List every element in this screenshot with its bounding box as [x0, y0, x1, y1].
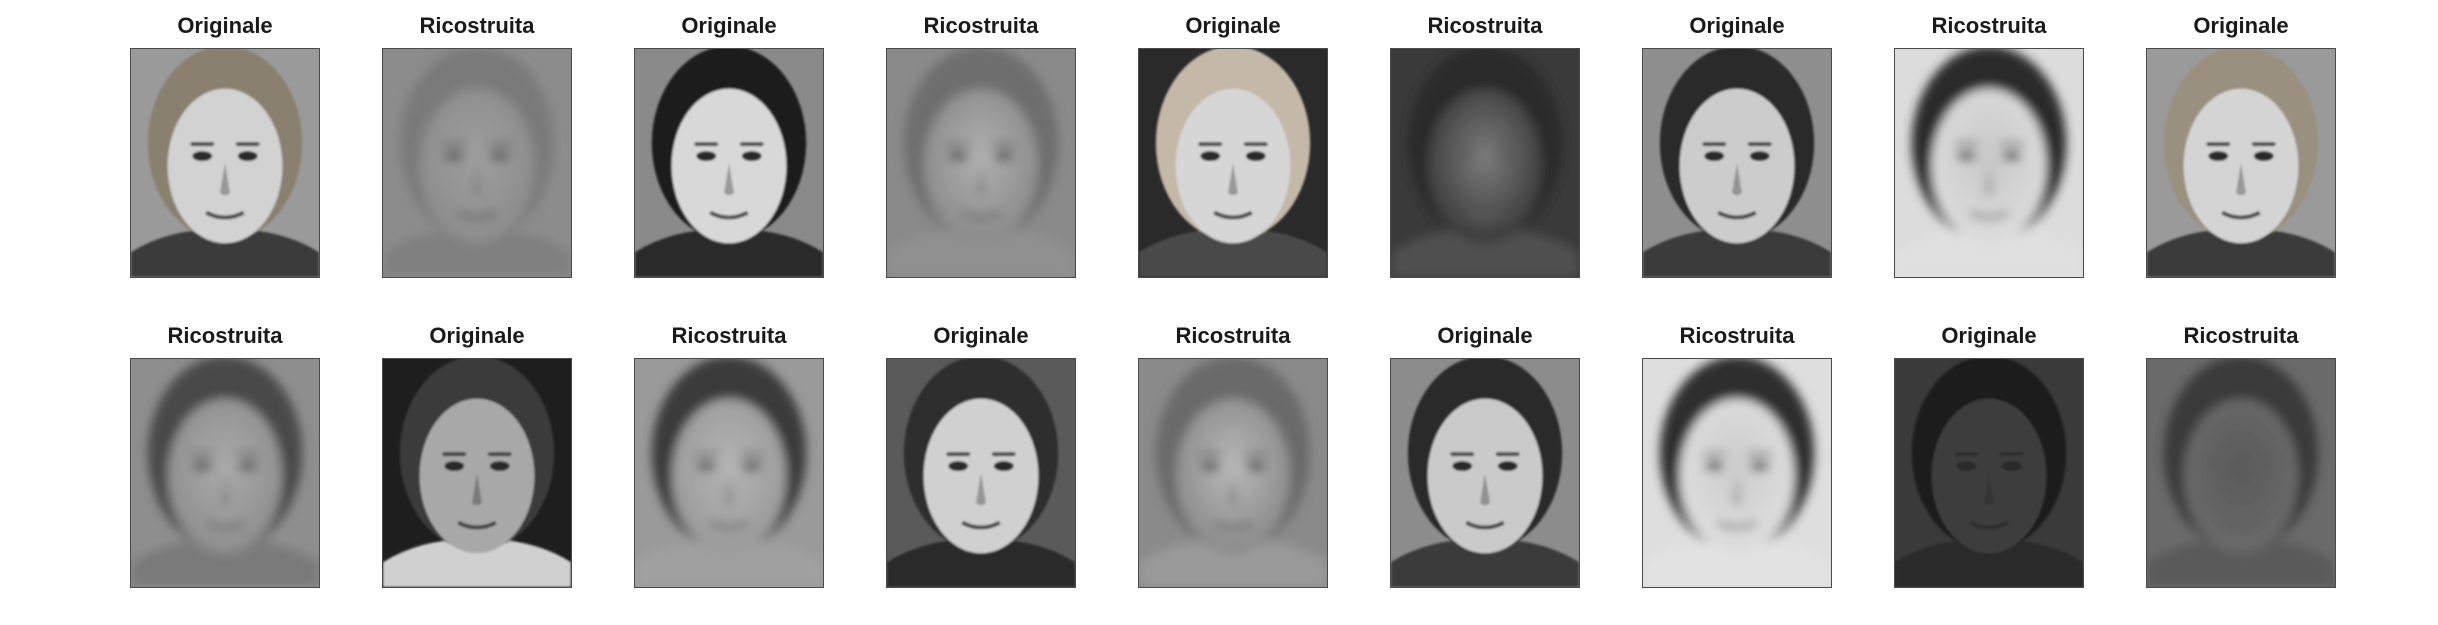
original-face-image — [130, 48, 320, 278]
reconstructed-face-image — [1138, 358, 1328, 588]
face-panel: Originale — [1390, 320, 1580, 590]
face-panel: Ricostruita — [1642, 320, 1832, 590]
original-face-image — [382, 358, 572, 588]
panel-title: Originale — [429, 323, 525, 348]
panel-title: Ricostruita — [671, 323, 787, 348]
panel-title: Originale — [177, 13, 273, 38]
panel-title: Ricostruita — [1931, 13, 2047, 38]
reconstructed-face-image — [2146, 358, 2336, 588]
original-face-image — [2146, 48, 2336, 278]
panel-title: Ricostruita — [923, 13, 1039, 38]
face-panel: Originale — [1894, 320, 2084, 590]
face-panel: Originale — [130, 10, 320, 280]
reconstructed-face-image — [1390, 48, 1580, 278]
face-panel: Ricostruita — [886, 10, 1076, 280]
panel-title: Originale — [1689, 13, 1785, 38]
original-face-image — [634, 48, 824, 278]
reconstructed-face-image — [382, 48, 572, 278]
panel-title: Originale — [1941, 323, 2037, 348]
reconstructed-face-image — [886, 48, 1076, 278]
original-face-image — [1390, 358, 1580, 588]
reconstructed-face-image — [1642, 358, 1832, 588]
panel-title: Ricostruita — [419, 13, 535, 38]
panel-title: Ricostruita — [1427, 13, 1543, 38]
panel-title: Ricostruita — [1679, 323, 1795, 348]
face-panel: Originale — [634, 10, 824, 280]
panel-title: Ricostruita — [2183, 323, 2299, 348]
face-panel: Originale — [382, 320, 572, 590]
face-panel: Originale — [1138, 10, 1328, 280]
face-panel: Originale — [886, 320, 1076, 590]
original-face-image — [1642, 48, 1832, 278]
panel-title: Originale — [933, 323, 1029, 348]
original-face-image — [886, 358, 1076, 588]
original-face-image — [1894, 358, 2084, 588]
face-panel: Originale — [2146, 10, 2336, 280]
face-panel: Ricostruita — [634, 320, 824, 590]
face-panel: Ricostruita — [2146, 320, 2336, 590]
reconstructed-face-image — [130, 358, 320, 588]
panel-title: Ricostruita — [1175, 323, 1291, 348]
panel-title: Originale — [2193, 13, 2289, 38]
reconstructed-face-image — [634, 358, 824, 588]
face-panel: Ricostruita — [1894, 10, 2084, 280]
face-panel: Ricostruita — [382, 10, 572, 280]
face-panel: Originale — [1642, 10, 1832, 280]
panel-title: Originale — [681, 13, 777, 38]
face-panel: Ricostruita — [1138, 320, 1328, 590]
original-face-image — [1138, 48, 1328, 278]
panel-title: Originale — [1437, 323, 1533, 348]
reconstructed-face-image — [1894, 48, 2084, 278]
face-panel: Ricostruita — [130, 320, 320, 590]
panel-title: Ricostruita — [167, 323, 283, 348]
face-panel: Ricostruita — [1390, 10, 1580, 280]
panel-title: Originale — [1185, 13, 1281, 38]
